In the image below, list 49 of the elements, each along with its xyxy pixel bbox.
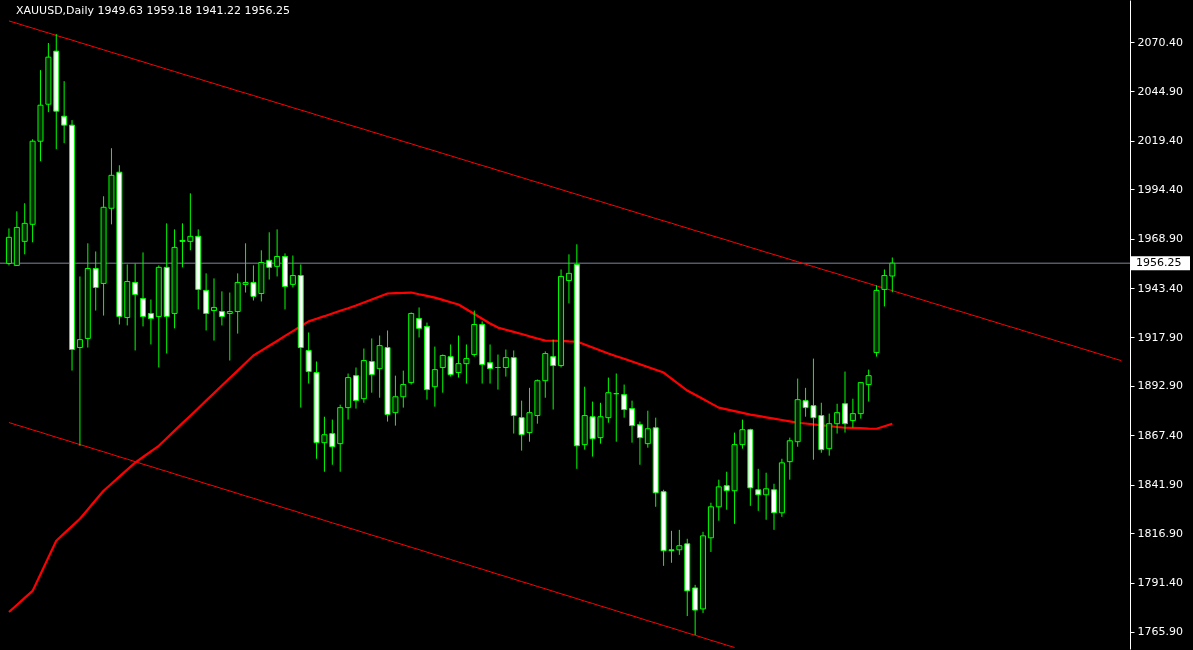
candlestick [289,255,296,288]
candlestick [502,348,509,378]
candlestick [132,262,139,351]
candlestick [621,384,628,419]
y-tick-label: 1892.90 [1137,379,1183,393]
candlestick [76,275,83,447]
candlestick [629,400,636,444]
y-tick-label: 1943.40 [1137,281,1183,295]
y-tick-label: 1816.90 [1137,526,1183,540]
candlestick [715,479,722,522]
y-tick-label: 1791.40 [1137,576,1183,590]
candlestick [755,468,762,512]
y-tick-label: 1765.90 [1137,625,1183,639]
candlestick [842,371,848,434]
candlestick [763,472,770,521]
candlestick [834,403,841,435]
candlestick [636,421,643,466]
candlestick [305,331,312,385]
candlestick [487,343,494,385]
candlestick [147,299,154,345]
candlestick [211,277,218,342]
candlestick [565,253,572,304]
y-tick-label: 2019.40 [1137,134,1183,148]
candlestick [203,272,210,332]
candlestick [266,231,273,281]
y-tick-label: 2044.90 [1137,84,1183,98]
candlestick [431,346,438,408]
candlestick [771,483,778,531]
candlestick [226,292,233,362]
y-tick-label: 1968.90 [1137,232,1183,246]
candlestick [61,80,68,144]
candlestick [849,398,856,429]
chart-title: XAUUSD,Daily 1949.63 1959.18 1941.22 1956.25 [16,4,290,17]
candlestick [786,437,793,481]
candlestick [416,306,423,338]
candlestick [140,251,147,327]
y-tick-label: 1917.90 [1137,330,1183,344]
candlestick [218,290,225,326]
candlestick [644,410,651,449]
candlestick [550,339,557,411]
y-tick-label: 2070.40 [1137,35,1183,49]
candlestick [692,584,699,636]
candlestick [865,369,872,403]
y-tick-label: 1867.40 [1137,428,1183,442]
line-series [8,20,1122,362]
y-tick-label: 1994.40 [1137,182,1183,196]
ref-line-label: 1956.25 [1136,256,1182,270]
candlestick [274,228,281,277]
y-tick-label: 1841.90 [1137,478,1183,492]
